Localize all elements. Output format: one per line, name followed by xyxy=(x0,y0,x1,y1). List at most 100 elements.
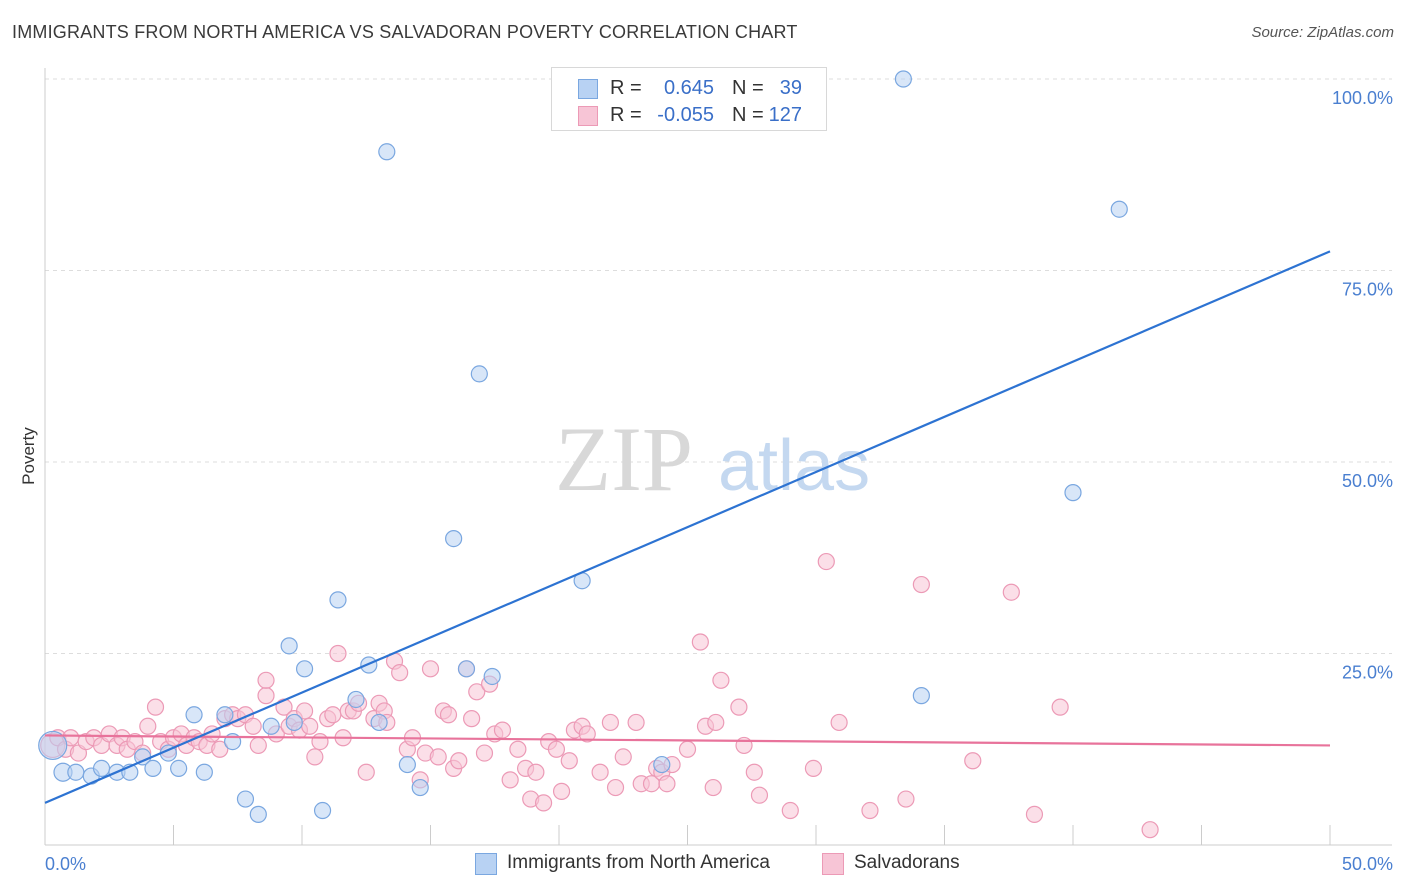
legend-swatch-pink xyxy=(578,106,598,126)
north-america-point xyxy=(378,143,396,161)
legend-row-north-america: R = 0.645 N = 39 xyxy=(552,76,826,102)
salvadorans-points xyxy=(40,552,1159,839)
north-america-point xyxy=(92,759,111,778)
legend-row-salvadorans: R = -0.055 N = 127 xyxy=(552,103,826,129)
salvadorans-point xyxy=(450,752,468,770)
salvadorans-point xyxy=(658,775,676,793)
salvadorans-point xyxy=(439,706,458,724)
watermark-atlas: atlas xyxy=(718,426,870,506)
correlation-legend: R = 0.645 N = 39 R = -0.055 N = 127 xyxy=(551,67,827,131)
salvadorans-point xyxy=(493,721,512,739)
north-america-point xyxy=(483,667,501,686)
salvadorans-point xyxy=(578,725,596,743)
salvadorans-point xyxy=(552,782,571,800)
salvadorans-point xyxy=(745,763,763,781)
salvadorans-point xyxy=(614,748,632,766)
x-tick-labels: 0.0% 50.0% xyxy=(45,854,1393,874)
legend-r-label: R = xyxy=(610,104,642,126)
salvadorans-point xyxy=(1002,583,1020,601)
legend-n-label: N = xyxy=(732,77,764,99)
north-america-point xyxy=(38,730,68,761)
salvadorans-point xyxy=(691,633,709,651)
salvadorans-point xyxy=(897,790,915,808)
north-america-point xyxy=(1064,484,1082,502)
salvadorans-point xyxy=(301,717,319,735)
y-tick-label: 25.0% xyxy=(1342,663,1393,683)
salvadorans-point xyxy=(804,759,823,778)
grid-lines xyxy=(45,78,1392,654)
salvadorans-point xyxy=(139,717,157,735)
legend-n-label: N = xyxy=(732,104,764,126)
y-tick-labels: 25.0% 50.0% 75.0% 100.0% xyxy=(1332,88,1393,683)
bottom-legend-label: Immigrants from North America xyxy=(507,852,770,873)
salvadorans-point xyxy=(329,644,347,663)
salvadorans-point xyxy=(912,575,930,594)
salvadorans-point xyxy=(750,786,769,804)
salvadorans-point xyxy=(534,794,553,812)
salvadorans-point xyxy=(606,778,625,797)
north-america-point xyxy=(144,759,162,778)
north-america-point xyxy=(894,70,912,88)
north-america-points xyxy=(38,70,1128,823)
salvadorans-point xyxy=(146,698,165,716)
north-america-point xyxy=(457,660,476,678)
legend-r-label: R = xyxy=(610,77,642,99)
salvadorans-point xyxy=(244,717,262,735)
salvadorans-point xyxy=(211,740,229,758)
north-america-point xyxy=(249,805,267,823)
legend-n-value: 39 xyxy=(779,77,802,99)
north-america-point xyxy=(285,713,303,732)
north-america-point xyxy=(398,755,416,774)
north-america-point xyxy=(1110,200,1128,218)
salvadorans-point xyxy=(306,748,324,766)
x-tick-label: 50.0% xyxy=(1342,854,1393,874)
y-tick-label: 75.0% xyxy=(1342,280,1393,300)
chart-source: Source: ZipAtlas.com xyxy=(1251,24,1394,41)
salvadorans-point xyxy=(357,763,375,781)
north-america-point xyxy=(195,763,213,781)
north-america-point xyxy=(445,529,463,548)
y-axis-label: Poverty xyxy=(19,427,38,485)
salvadorans-point xyxy=(591,763,609,781)
north-america-point xyxy=(370,713,388,732)
salvadorans-point xyxy=(257,687,275,705)
salvadorans-point xyxy=(712,671,730,689)
north-america-point xyxy=(912,687,930,705)
salvadorans-point xyxy=(678,740,697,758)
north-america-point xyxy=(470,365,488,383)
salvadorans-point xyxy=(707,713,725,732)
salvadorans-point xyxy=(501,771,519,789)
salvadorans-point xyxy=(311,732,329,751)
salvadorans-point xyxy=(295,702,314,720)
salvadorans-point xyxy=(560,752,578,770)
legend-r-value: 0.645 xyxy=(663,77,714,99)
salvadorans-point xyxy=(463,710,481,728)
salvadorans-point xyxy=(627,713,645,732)
salvadorans-point xyxy=(547,740,566,758)
salvadorans-point xyxy=(730,698,748,716)
north-america-point xyxy=(347,690,365,709)
bottom-legend-swatch-pink xyxy=(822,853,844,875)
north-america-point xyxy=(216,706,234,724)
salvadorans-point xyxy=(861,801,879,820)
north-america-trend-line xyxy=(44,250,1331,804)
salvadorans-point xyxy=(817,552,835,571)
y-tick-label: 50.0% xyxy=(1342,471,1393,491)
north-america-point xyxy=(185,706,203,724)
axes xyxy=(44,68,1392,846)
x-tick-label: 0.0% xyxy=(45,854,86,874)
north-america-point xyxy=(653,755,671,774)
salvadorans-point xyxy=(1141,821,1159,839)
north-america-point xyxy=(295,660,314,678)
salvadorans-point xyxy=(257,671,275,689)
salvadorans-point xyxy=(830,713,848,732)
salvadorans-point xyxy=(964,752,982,770)
salvadorans-point xyxy=(468,683,486,701)
salvadorans-point xyxy=(781,801,799,820)
north-america-point xyxy=(313,801,332,820)
legend-r-value: -0.055 xyxy=(657,104,714,126)
salvadorans-point xyxy=(429,748,447,766)
chart-title: IMMIGRANTS FROM NORTH AMERICA VS SALVADO… xyxy=(12,22,798,42)
salvadorans-point xyxy=(324,706,342,724)
